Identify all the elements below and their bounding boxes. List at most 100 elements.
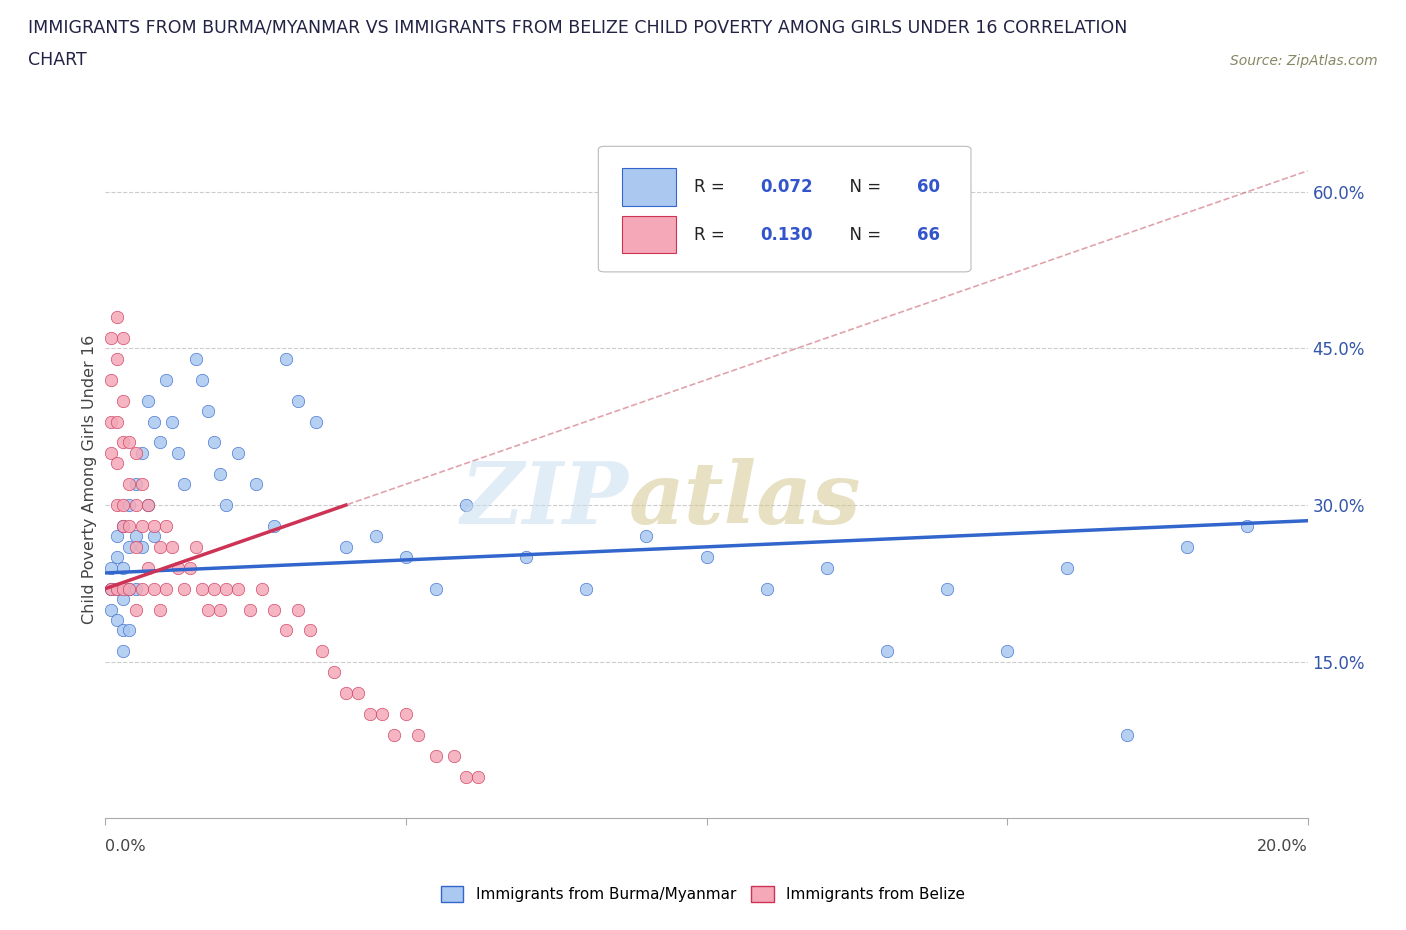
Point <box>142 414 165 429</box>
Point <box>575 581 598 596</box>
Point <box>166 445 188 460</box>
Point <box>359 707 381 722</box>
Point <box>136 560 159 575</box>
Point <box>371 707 394 722</box>
Point <box>166 560 188 575</box>
Point <box>190 581 212 596</box>
Point <box>112 393 135 408</box>
Point <box>118 498 141 512</box>
Text: 0.0%: 0.0% <box>105 839 146 854</box>
Point <box>118 435 141 450</box>
Point <box>136 498 159 512</box>
Point <box>124 529 146 544</box>
Point <box>124 477 146 492</box>
Point <box>197 602 219 617</box>
Text: 0.072: 0.072 <box>761 178 813 196</box>
Point <box>335 685 357 700</box>
Point <box>755 581 778 596</box>
Point <box>454 769 477 784</box>
Point <box>425 581 447 596</box>
Point <box>815 560 838 575</box>
Point <box>173 477 195 492</box>
Point <box>148 602 170 617</box>
Text: 0.130: 0.130 <box>761 226 813 244</box>
Point <box>160 539 183 554</box>
Point <box>107 613 129 628</box>
Point <box>100 372 122 387</box>
Point <box>184 539 207 554</box>
Point <box>124 498 146 512</box>
Point <box>131 477 153 492</box>
Point <box>876 644 898 658</box>
Point <box>274 352 297 366</box>
Point <box>274 623 297 638</box>
Point <box>112 519 135 534</box>
Text: Source: ZipAtlas.com: Source: ZipAtlas.com <box>1230 54 1378 68</box>
Text: CHART: CHART <box>28 51 87 69</box>
Point <box>515 550 537 565</box>
Bar <box>623 216 676 253</box>
Point <box>107 529 129 544</box>
Point <box>1175 539 1198 554</box>
Point <box>112 644 135 658</box>
Point <box>124 539 146 554</box>
Text: 66: 66 <box>917 226 939 244</box>
Point <box>936 581 959 596</box>
Point <box>100 581 122 596</box>
Point <box>155 372 177 387</box>
Point <box>112 581 135 596</box>
Point <box>142 519 165 534</box>
Point <box>155 519 177 534</box>
Text: R =: R = <box>695 226 731 244</box>
Point <box>454 498 477 512</box>
Point <box>148 435 170 450</box>
Point <box>184 352 207 366</box>
Point <box>100 445 122 460</box>
Point <box>107 352 129 366</box>
Y-axis label: Child Poverty Among Girls Under 16: Child Poverty Among Girls Under 16 <box>82 334 97 624</box>
Text: IMMIGRANTS FROM BURMA/MYANMAR VS IMMIGRANTS FROM BELIZE CHILD POVERTY AMONG GIRL: IMMIGRANTS FROM BURMA/MYANMAR VS IMMIGRA… <box>28 19 1128 36</box>
Point <box>131 539 153 554</box>
Point <box>131 445 153 460</box>
Point <box>112 560 135 575</box>
Point <box>995 644 1018 658</box>
Point <box>131 581 153 596</box>
Point <box>112 519 135 534</box>
Point <box>443 749 465 764</box>
Legend: Immigrants from Burma/Myanmar, Immigrants from Belize: Immigrants from Burma/Myanmar, Immigrant… <box>434 880 972 909</box>
Point <box>112 623 135 638</box>
Point <box>335 539 357 554</box>
Point <box>155 581 177 596</box>
Point <box>347 685 370 700</box>
Point <box>148 539 170 554</box>
Point <box>298 623 321 638</box>
Point <box>131 519 153 534</box>
Point <box>287 393 309 408</box>
Point <box>208 602 231 617</box>
Point <box>208 466 231 481</box>
Point <box>112 435 135 450</box>
Point <box>107 581 129 596</box>
Point <box>395 707 418 722</box>
Point <box>142 581 165 596</box>
Point <box>118 623 141 638</box>
Point <box>467 769 489 784</box>
Point <box>287 602 309 617</box>
Point <box>124 445 146 460</box>
Point <box>124 602 146 617</box>
Point <box>395 550 418 565</box>
Point <box>322 665 344 680</box>
Text: ZIP: ZIP <box>461 458 628 541</box>
Point <box>160 414 183 429</box>
Point <box>263 519 285 534</box>
Point <box>406 727 429 742</box>
Bar <box>623 168 676 206</box>
Point <box>124 581 146 596</box>
Point <box>245 477 267 492</box>
Point <box>118 477 141 492</box>
Point <box>636 529 658 544</box>
Point <box>364 529 387 544</box>
Point <box>250 581 273 596</box>
Text: 60: 60 <box>917 178 939 196</box>
Point <box>425 749 447 764</box>
